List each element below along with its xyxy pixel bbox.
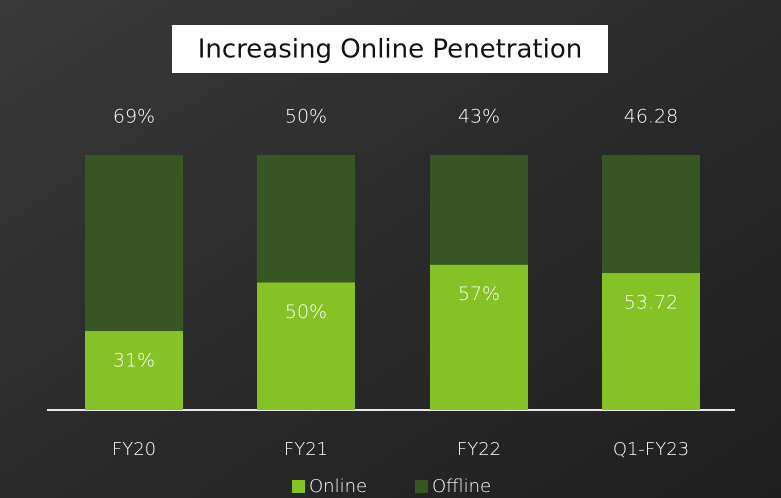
title-box (172, 25, 608, 73)
x-tick-label: FY21 (284, 439, 328, 460)
bar-segment (602, 155, 700, 274)
x-tick-label: FY20 (112, 439, 156, 460)
value-label: 31% (113, 349, 155, 371)
x-tick-label: Q1-FY23 (613, 439, 689, 460)
value-label: 57% (458, 283, 500, 305)
legend-swatch (292, 480, 305, 493)
bar-segment (430, 264, 528, 410)
value-label: 53.72 (624, 292, 678, 314)
bar-segment (430, 155, 528, 265)
bar-segment (85, 330, 183, 410)
legend-label: Offline (432, 476, 491, 497)
legend-swatch (415, 480, 428, 493)
x-tick-label: FY22 (457, 439, 501, 460)
bar-segment (602, 273, 700, 410)
value-label: 43% (458, 106, 500, 128)
value-label: 46.28 (624, 106, 678, 128)
chart-title: Increasing Online Penetration (198, 35, 582, 65)
bar-segment (85, 155, 183, 331)
value-label: 50% (285, 106, 327, 128)
legend-label: Online (309, 476, 367, 497)
value-label: 69% (113, 106, 155, 128)
bar-segment (257, 282, 355, 410)
value-label: 50% (285, 301, 327, 323)
bar-segment (257, 155, 355, 283)
